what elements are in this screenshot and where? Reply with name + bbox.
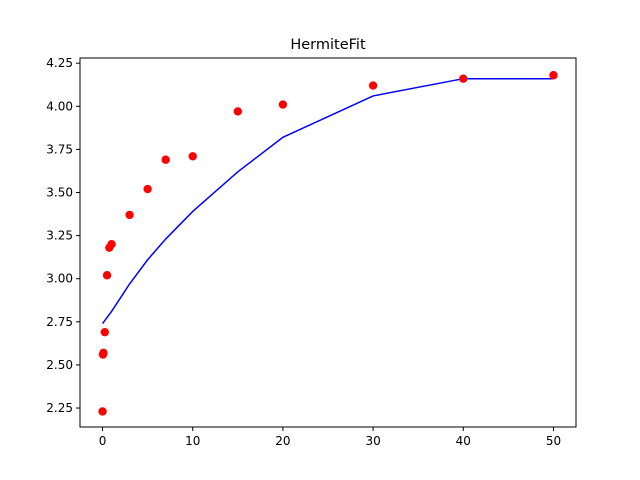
data-point (459, 74, 468, 83)
y-tick-label: 2.75 (46, 315, 73, 329)
y-tick-label: 3.25 (46, 229, 73, 243)
x-tick-label: 40 (456, 434, 471, 448)
data-point (100, 327, 110, 337)
data-point (368, 81, 378, 90)
data-point (233, 107, 243, 116)
x-tick-label: 0 (99, 434, 107, 448)
data-point (188, 152, 197, 161)
data-point (143, 184, 152, 194)
y-tick-label: 3.50 (46, 185, 73, 199)
data-point (125, 210, 134, 220)
axes-frame (79, 57, 577, 428)
data-point (99, 348, 108, 358)
y-tick-label: 4.00 (46, 99, 73, 113)
y-tick-label: 3.00 (46, 272, 73, 286)
fit-line (101, 77, 554, 324)
y-tick-label: 2.50 (46, 358, 73, 372)
y-tick-label: 4.25 (46, 56, 73, 70)
data-point (98, 407, 107, 416)
x-axis: 0 10 20 30 40 50 (99, 427, 561, 448)
data-point (102, 271, 112, 280)
x-tick-label: 50 (546, 434, 561, 448)
data-point (549, 71, 558, 80)
x-tick-label: 20 (275, 434, 290, 448)
data-point (278, 100, 288, 109)
data-point (107, 240, 116, 249)
y-axis: 2.25 2.50 2.75 3.00 3.25 3.50 3.75 4.00 4.25 (46, 56, 80, 415)
plot-area (98, 71, 558, 416)
y-tick-label: 2.25 (46, 401, 73, 415)
data-point (161, 155, 170, 164)
chart-title: HermiteFit (290, 37, 366, 53)
x-tick-label: 30 (365, 434, 380, 448)
x-tick-label: 10 (185, 434, 200, 448)
y-tick-label: 3.75 (46, 142, 73, 156)
